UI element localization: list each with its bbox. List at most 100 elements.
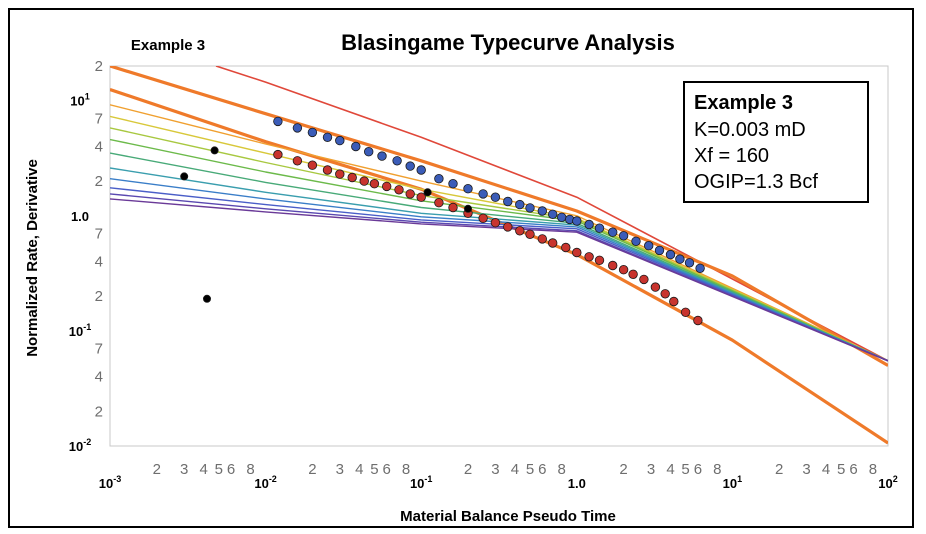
data-point-s1-24 bbox=[572, 216, 582, 226]
x-tick-label-36: 102 bbox=[878, 474, 897, 491]
data-point-s2-29 bbox=[628, 269, 638, 280]
data-point-s1-25 bbox=[584, 219, 594, 230]
data-point-s3-4 bbox=[423, 188, 432, 197]
data-point-s1-12 bbox=[434, 173, 444, 184]
data-point-s2-21 bbox=[537, 234, 548, 244]
typecurve-4 bbox=[110, 104, 888, 362]
data-point-s1-15 bbox=[478, 189, 488, 199]
data-point-s1-34 bbox=[684, 258, 695, 268]
typecurve-9 bbox=[110, 167, 888, 362]
x-tick-label-17: 3 bbox=[491, 461, 499, 478]
data-point-s1-28 bbox=[618, 231, 629, 241]
data-point-s1-27 bbox=[608, 227, 618, 237]
y-tick-label-11: 7 bbox=[95, 341, 103, 358]
data-point-s1-16 bbox=[490, 192, 501, 202]
legend-title: Example 3 bbox=[694, 92, 793, 114]
y-tick-label-7: 7 bbox=[95, 226, 103, 243]
data-point-s2-5 bbox=[335, 169, 345, 179]
x-tick-label-7: 8 bbox=[246, 461, 254, 478]
x-tick-label-19: 5 bbox=[526, 461, 534, 478]
data-point-s1-18 bbox=[515, 199, 525, 210]
typecurve-10 bbox=[110, 178, 888, 362]
y-tick-label-3: 7 bbox=[95, 111, 103, 128]
data-point-s2-20 bbox=[525, 229, 535, 240]
typecurve-2 bbox=[110, 66, 888, 367]
x-tick-label-4: 4 bbox=[200, 461, 208, 478]
data-point-s1-21 bbox=[548, 209, 558, 220]
x-tick-label-31: 3 bbox=[802, 461, 810, 478]
x-tick-label-16: 2 bbox=[464, 461, 472, 478]
x-tick-label-13: 6 bbox=[383, 461, 391, 478]
data-point-s1-14 bbox=[463, 183, 473, 194]
x-tick-label-5: 5 bbox=[215, 461, 223, 478]
data-point-s2-30 bbox=[639, 274, 649, 285]
x-tick-label-27: 6 bbox=[694, 461, 702, 478]
data-point-s2-4 bbox=[322, 165, 333, 175]
y-tick-label-5: 2 bbox=[95, 173, 103, 190]
x-tick-label-32: 4 bbox=[822, 461, 830, 478]
typecurve-13 bbox=[110, 198, 888, 362]
x-tick-label-22: 1.0 bbox=[568, 476, 586, 491]
data-point-s2-3 bbox=[307, 160, 318, 170]
data-point-s2-11 bbox=[405, 189, 415, 199]
data-point-s2-10 bbox=[394, 185, 404, 195]
x-tick-label-8: 10-2 bbox=[254, 474, 276, 491]
data-point-s3-3 bbox=[210, 146, 219, 155]
data-point-s1-33 bbox=[675, 254, 685, 264]
x-tick-label-25: 4 bbox=[666, 461, 674, 478]
x-tick-label-6: 6 bbox=[227, 461, 235, 478]
x-tick-label-11: 4 bbox=[355, 461, 363, 478]
data-point-s2-9 bbox=[382, 181, 392, 192]
x-tick-label-24: 3 bbox=[647, 461, 655, 478]
data-point-s1-30 bbox=[644, 240, 654, 251]
x-tick-label-1: 10-3 bbox=[99, 474, 121, 491]
data-point-s1-11 bbox=[416, 165, 426, 175]
data-point-s2-16 bbox=[478, 213, 488, 224]
x-tick-label-23: 2 bbox=[619, 461, 627, 478]
chart-subtitle: Example 3 bbox=[131, 37, 205, 54]
data-point-s1-2 bbox=[292, 123, 303, 133]
data-point-s2-32 bbox=[660, 289, 670, 299]
data-point-s2-27 bbox=[608, 260, 618, 271]
typecurve-1 bbox=[215, 66, 888, 362]
y-tick-label-2: 101 bbox=[70, 92, 89, 109]
legend-line-ogip: OGIP=1.3 Bcf bbox=[694, 171, 818, 193]
data-point-s1-32 bbox=[665, 249, 676, 260]
data-point-s1-1 bbox=[273, 116, 283, 127]
x-tick-label-30: 2 bbox=[775, 461, 783, 478]
data-point-s2-35 bbox=[693, 315, 703, 326]
data-point-s2-2 bbox=[292, 156, 303, 166]
x-tick-label-18: 4 bbox=[511, 461, 519, 478]
typecurve-11 bbox=[110, 187, 888, 362]
data-point-s3-1 bbox=[180, 172, 189, 181]
data-point-s1-10 bbox=[405, 161, 415, 171]
y-tick-label-13: 2 bbox=[95, 403, 103, 420]
x-tick-label-9: 2 bbox=[308, 461, 316, 478]
legend-line-fracture: Xf = 160 bbox=[694, 145, 769, 167]
data-point-s2-7 bbox=[359, 176, 369, 186]
x-tick-label-28: 8 bbox=[713, 461, 721, 478]
x-tick-label-2: 2 bbox=[153, 461, 161, 478]
x-tick-label-33: 5 bbox=[837, 461, 845, 478]
x-tick-label-10: 3 bbox=[336, 461, 344, 478]
data-point-s2-12 bbox=[416, 192, 426, 202]
data-point-s2-26 bbox=[594, 255, 605, 265]
x-tick-label-34: 6 bbox=[849, 461, 857, 478]
data-point-s2-18 bbox=[503, 222, 513, 232]
y-tick-label-12: 4 bbox=[95, 369, 103, 386]
y-tick-label-1: 2 bbox=[95, 58, 103, 75]
data-point-s3-2 bbox=[202, 294, 211, 303]
x-tick-label-14: 8 bbox=[402, 461, 410, 478]
data-point-s2-13 bbox=[434, 197, 444, 208]
x-tick-label-21: 8 bbox=[558, 461, 566, 478]
data-point-s1-17 bbox=[503, 196, 513, 207]
chart-title: Blasingame Typecurve Analysis bbox=[341, 30, 675, 55]
data-point-s1-9 bbox=[392, 156, 402, 166]
data-point-s1-5 bbox=[335, 135, 345, 146]
data-point-s2-25 bbox=[584, 252, 594, 262]
data-point-s1-4 bbox=[322, 132, 333, 143]
data-point-s2-6 bbox=[347, 172, 357, 183]
legend-line-permeability: K=0.003 mD bbox=[694, 119, 806, 141]
typecurve-8 bbox=[110, 152, 888, 362]
